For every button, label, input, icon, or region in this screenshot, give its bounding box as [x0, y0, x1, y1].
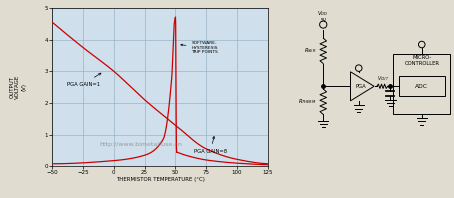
Text: PGA: PGA	[356, 84, 366, 89]
Text: PGA GAIN=8: PGA GAIN=8	[194, 136, 227, 154]
Text: $R_{THERM}$: $R_{THERM}$	[298, 97, 317, 106]
Text: SOFTWARE-
HYSTERESIS
TRIP POINTS: SOFTWARE- HYSTERESIS TRIP POINTS	[181, 41, 218, 54]
Text: OUTPUT
VOLTAGE
(V): OUTPUT VOLTAGE (V)	[10, 75, 26, 99]
Text: MICRO-
CONTROLLER: MICRO- CONTROLLER	[404, 55, 439, 66]
Text: $V_{OUT}$: $V_{OUT}$	[377, 74, 389, 83]
Bar	[393, 54, 450, 113]
Text: PGA GAIN=1: PGA GAIN=1	[67, 73, 101, 87]
Text: ADC: ADC	[415, 84, 428, 89]
Text: $R_{SER}$: $R_{SER}$	[304, 46, 317, 55]
Text: 5V: 5V	[320, 18, 326, 23]
Text: $V_{DD}$: $V_{DD}$	[317, 9, 328, 18]
Text: http://www.bimetalfuse.cn: http://www.bimetalfuse.cn	[100, 142, 183, 147]
X-axis label: THERMISTOR TEMPERATURE (°C): THERMISTOR TEMPERATURE (°C)	[116, 177, 204, 182]
Bar	[399, 76, 445, 96]
